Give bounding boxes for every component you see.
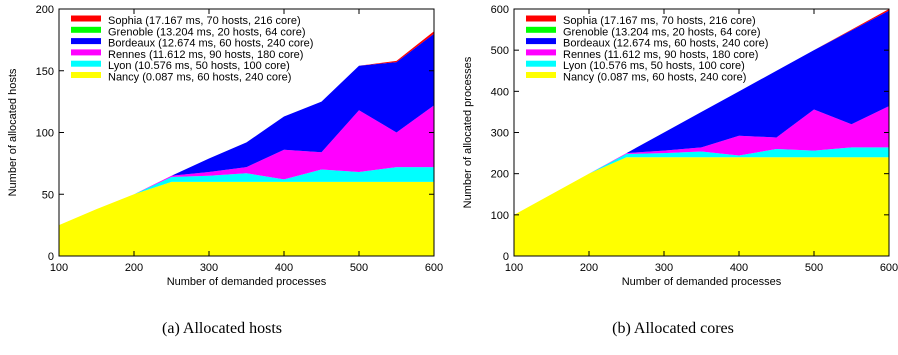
y-tick-label: 400 — [491, 86, 509, 98]
legend-swatch — [71, 72, 101, 78]
legend-swatch — [71, 60, 101, 67]
x-tick-label: 500 — [805, 262, 823, 274]
legend-swatch — [526, 49, 556, 56]
legend-label: Bordeaux (12.674 ms, 60 hosts, 240 core) — [108, 38, 313, 50]
y-tick-label: 100 — [491, 210, 509, 222]
x-tick-label: 400 — [730, 262, 748, 274]
area-series-rennes — [514, 106, 889, 215]
x-axis-label: Number of demanded processes — [622, 276, 782, 288]
x-tick-label: 600 — [425, 262, 443, 274]
x-tick-label: 200 — [125, 262, 143, 274]
area-series-lyon — [59, 167, 434, 226]
area-series-nancy — [59, 181, 434, 256]
x-tick-label: 600 — [880, 262, 898, 274]
legend-label: Nancy (0.087 ms, 60 hosts, 240 core) — [563, 72, 746, 84]
y-tick-label: 600 — [491, 4, 509, 16]
x-tick-label: 400 — [275, 262, 293, 274]
y-tick-label: 50 — [42, 189, 54, 201]
y-tick-label: 300 — [491, 128, 509, 140]
chart-allocated-hosts: 100 200 300 400 500 600 0 50 100 150 200 Number of … — [7, 4, 443, 337]
area-series-nancy — [514, 157, 889, 256]
legend-label: Lyon (10.576 ms, 50 hosts, 100 core) — [563, 60, 745, 72]
legend-swatch — [526, 26, 556, 33]
area-series-rennes — [59, 105, 434, 226]
legend-label: Nancy (0.087 ms, 60 hosts, 240 core) — [108, 72, 291, 84]
legend-swatch — [526, 15, 556, 22]
x-axis-label: Number of demanded processes — [167, 276, 327, 288]
y-tick-label: 0 — [503, 251, 509, 263]
y-tick-label: 100 — [36, 128, 54, 140]
legend-label: Rennes (11.612 ms, 90 hosts, 180 core) — [108, 49, 303, 61]
x-tick-label: 200 — [580, 262, 598, 274]
legend-swatch — [526, 38, 556, 45]
y-tick-label: 500 — [491, 45, 509, 57]
area-series-lyon — [514, 147, 889, 215]
legend-label: Grenoble (13.204 ms, 20 hosts, 64 core) — [563, 26, 761, 38]
legend-swatch — [526, 60, 556, 67]
legend-swatch — [71, 15, 101, 22]
area-series-bordeaux — [514, 10, 889, 215]
x-tick-label: 500 — [350, 262, 368, 274]
legend-swatch — [71, 49, 101, 56]
x-tick-label: 300 — [655, 262, 673, 274]
legend-label: Sophia (17.167 ms, 70 hosts, 216 core) — [108, 15, 301, 27]
y-axis-label: Number of allocated processes — [462, 56, 474, 208]
legend-label: Sophia (17.167 ms, 70 hosts, 216 core) — [563, 15, 756, 27]
x-tick-label: 100 — [50, 262, 68, 274]
area-series-sophia — [514, 9, 889, 215]
y-tick-label: 200 — [36, 4, 54, 16]
y-tick-label: 200 — [491, 169, 509, 181]
figure-caption: (b) Allocated cores — [612, 320, 734, 337]
y-tick-label: 0 — [48, 251, 54, 263]
x-tick-label: 300 — [200, 262, 218, 274]
y-axis-label: Number of allocated hosts — [7, 68, 19, 196]
legend-swatch — [71, 26, 101, 33]
x-tick-label: 100 — [505, 262, 523, 274]
legend-swatch — [526, 72, 556, 78]
legend-label: Rennes (11.612 ms, 90 hosts, 180 core) — [563, 49, 758, 61]
figure-caption: (a) Allocated hosts — [162, 320, 282, 337]
legend-label: Lyon (10.576 ms, 50 hosts, 100 core) — [108, 60, 290, 72]
y-tick-label: 150 — [36, 66, 54, 78]
legend-label: Grenoble (13.204 ms, 20 hosts, 64 core) — [108, 26, 306, 38]
chart-allocated-cores: 100 200 300 400 500 6000100200300400500600Num… — [462, 4, 898, 337]
legend-swatch — [71, 38, 101, 45]
legend-label: Bordeaux (12.674 ms, 60 hosts, 240 core) — [563, 38, 768, 50]
